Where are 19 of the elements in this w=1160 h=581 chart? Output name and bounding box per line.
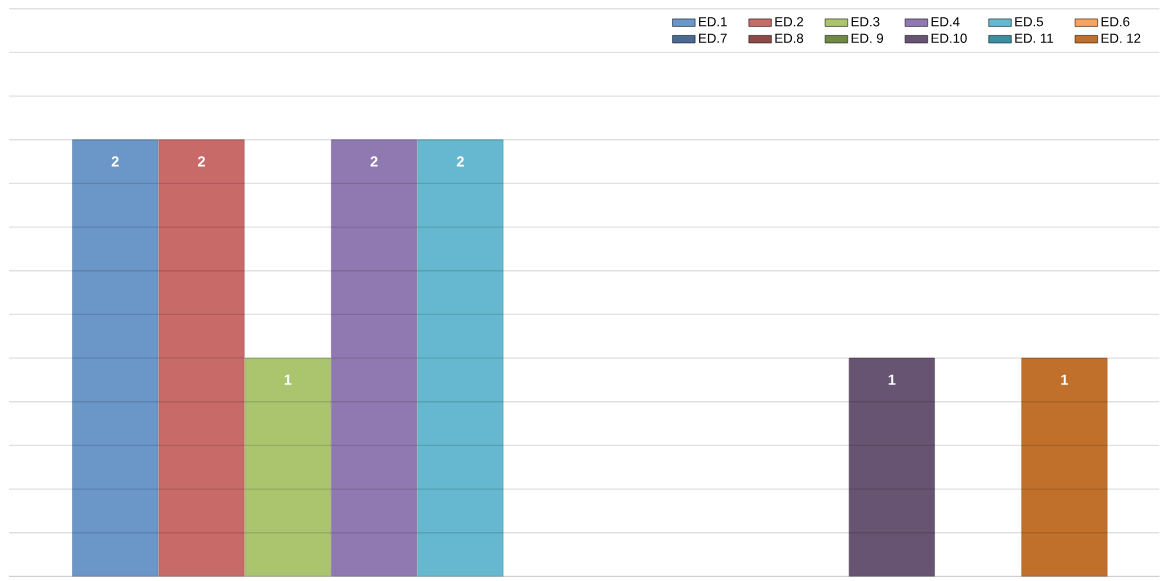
data-label: 2 [370, 156, 378, 167]
legend-label: ED.4 [931, 17, 960, 27]
data-label: 2 [111, 156, 119, 167]
data-label: 1 [284, 374, 292, 385]
legend-label: ED.5 [1015, 17, 1044, 27]
legend-label: ED.2 [775, 17, 804, 27]
legend-label: ED.8 [775, 33, 804, 44]
legend-label: ED. 9 [851, 33, 884, 44]
legend-label: ED.3 [851, 17, 880, 27]
legend-label: ED.10 [931, 33, 967, 44]
data-label: 2 [456, 156, 464, 167]
legend-label: ED.6 [1101, 17, 1130, 27]
data-label: 1 [888, 374, 896, 385]
legend-label: ED.1 [699, 17, 727, 27]
legend-label: ED.7 [699, 33, 727, 43]
legend-label: ED. 12 [1101, 33, 1141, 43]
data-label: 1 [1061, 374, 1069, 385]
legend-label: ED. 11 [1015, 33, 1054, 43]
data-label: 2 [197, 156, 205, 167]
